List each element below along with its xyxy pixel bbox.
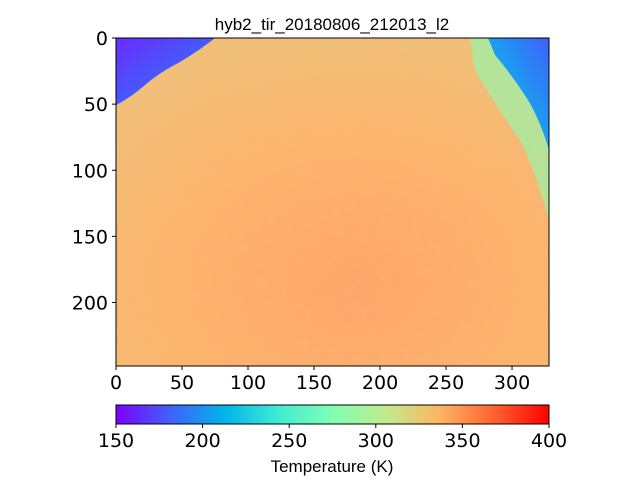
x-axis: 0 50 100 150 200 250 300 [110, 366, 530, 394]
x-tick-label: 150 [296, 372, 332, 394]
limb-band [470, 38, 549, 220]
sky-upper-right [488, 38, 549, 150]
colorbar-tick-label: 150 [98, 430, 134, 452]
y-tick-label: 0 [96, 28, 108, 50]
y-axis: 0 50 100 150 200 [72, 28, 116, 315]
x-tick-label: 200 [362, 372, 398, 394]
colorbar-tick-label: 400 [531, 430, 567, 452]
x-tick-label: 0 [110, 372, 122, 394]
x-tick-label: 250 [428, 372, 464, 394]
colorbar-tick-label: 200 [184, 430, 220, 452]
colorbar-ticks: 150 200 250 300 350 400 [98, 424, 567, 452]
plot-frame [115, 37, 550, 367]
sky-upper-left [116, 38, 215, 105]
y-tick-label: 50 [84, 94, 108, 116]
thermal-image [116, 38, 549, 366]
y-tick-label: 100 [72, 160, 108, 182]
chart-title: hyb2_tir_20180806_212013_l2 [215, 15, 449, 34]
y-tick-label: 150 [72, 226, 108, 248]
colorbar-tick-label: 350 [444, 430, 480, 452]
x-tick-label: 50 [170, 372, 194, 394]
colorbar [115, 404, 550, 425]
colorbar-label: Temperature (K) [271, 457, 394, 476]
colorbar-tick-label: 250 [271, 430, 307, 452]
x-tick-label: 300 [494, 372, 530, 394]
y-tick-label: 200 [72, 293, 108, 315]
image-texture [116, 38, 549, 366]
x-tick-label: 100 [230, 372, 266, 394]
colorbar-tick-label: 300 [358, 430, 394, 452]
